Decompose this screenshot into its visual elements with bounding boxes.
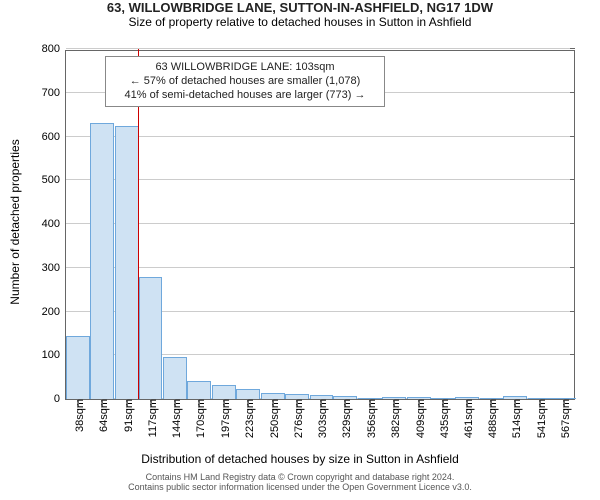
y-tick-label: 600 xyxy=(42,131,66,143)
gridline xyxy=(66,223,574,224)
histogram-bar xyxy=(139,277,163,400)
x-tick-mark xyxy=(467,401,468,406)
y-tick-mark xyxy=(570,223,575,224)
x-tick-mark xyxy=(540,401,541,406)
x-tick-mark xyxy=(151,401,152,406)
histogram-bar xyxy=(163,357,187,399)
y-tick-mark xyxy=(570,267,575,268)
y-tick-label: 200 xyxy=(42,306,66,318)
histogram-bar xyxy=(236,389,260,400)
x-tick-mark xyxy=(175,401,176,406)
y-tick-label: 700 xyxy=(42,87,66,99)
x-tick-mark xyxy=(127,401,128,406)
footer-line-2: Contains public sector information licen… xyxy=(0,482,600,492)
y-tick-label: 100 xyxy=(42,349,66,361)
gridline xyxy=(66,179,574,180)
gridline xyxy=(66,136,574,137)
gridline xyxy=(66,48,574,49)
annotation-line-1: 63 WILLOWBRIDGE LANE: 103sqm xyxy=(114,61,376,75)
histogram-bar xyxy=(187,381,211,399)
x-axis-label: Distribution of detached houses by size … xyxy=(0,452,600,466)
x-tick-mark xyxy=(491,401,492,406)
y-tick-label: 400 xyxy=(42,218,66,230)
y-tick-label: 0 xyxy=(54,393,66,405)
y-tick-mark xyxy=(570,354,575,355)
annotation-box: 63 WILLOWBRIDGE LANE: 103sqm ← 57% of de… xyxy=(105,56,385,107)
x-tick-mark xyxy=(370,401,371,406)
x-tick-mark xyxy=(419,401,420,406)
gridline xyxy=(66,267,574,268)
histogram-bar xyxy=(90,123,114,400)
x-tick-mark xyxy=(345,401,346,406)
y-tick-mark xyxy=(570,48,575,49)
y-tick-label: 500 xyxy=(42,174,66,186)
annotation-line-2: ← 57% of detached houses are smaller (1,… xyxy=(114,75,376,89)
x-tick-mark xyxy=(443,401,444,406)
y-tick-label: 300 xyxy=(42,262,66,274)
x-tick-mark xyxy=(102,401,103,406)
x-tick-mark xyxy=(199,401,200,406)
x-tick-mark xyxy=(515,401,516,406)
x-tick-mark xyxy=(273,401,274,406)
y-tick-mark xyxy=(570,311,575,312)
y-tick-mark xyxy=(570,136,575,137)
annotation-line-3: 41% of semi-detached houses are larger (… xyxy=(114,89,376,103)
x-tick-mark xyxy=(394,401,395,406)
x-tick-mark xyxy=(564,401,565,406)
x-tick-mark xyxy=(321,401,322,406)
x-tick-mark xyxy=(78,401,79,406)
y-tick-mark xyxy=(570,179,575,180)
y-tick-label: 800 xyxy=(42,43,66,55)
y-axis-label: Number of detached properties xyxy=(8,122,22,322)
y-tick-mark xyxy=(570,92,575,93)
histogram-bar xyxy=(212,385,236,399)
histogram-bar xyxy=(66,336,90,399)
footer: Contains HM Land Registry data © Crown c… xyxy=(0,472,600,492)
x-tick-mark xyxy=(224,401,225,406)
footer-line-1: Contains HM Land Registry data © Crown c… xyxy=(0,472,600,482)
x-tick-mark xyxy=(248,401,249,406)
x-tick-mark xyxy=(297,401,298,406)
histogram-bar xyxy=(115,126,139,399)
